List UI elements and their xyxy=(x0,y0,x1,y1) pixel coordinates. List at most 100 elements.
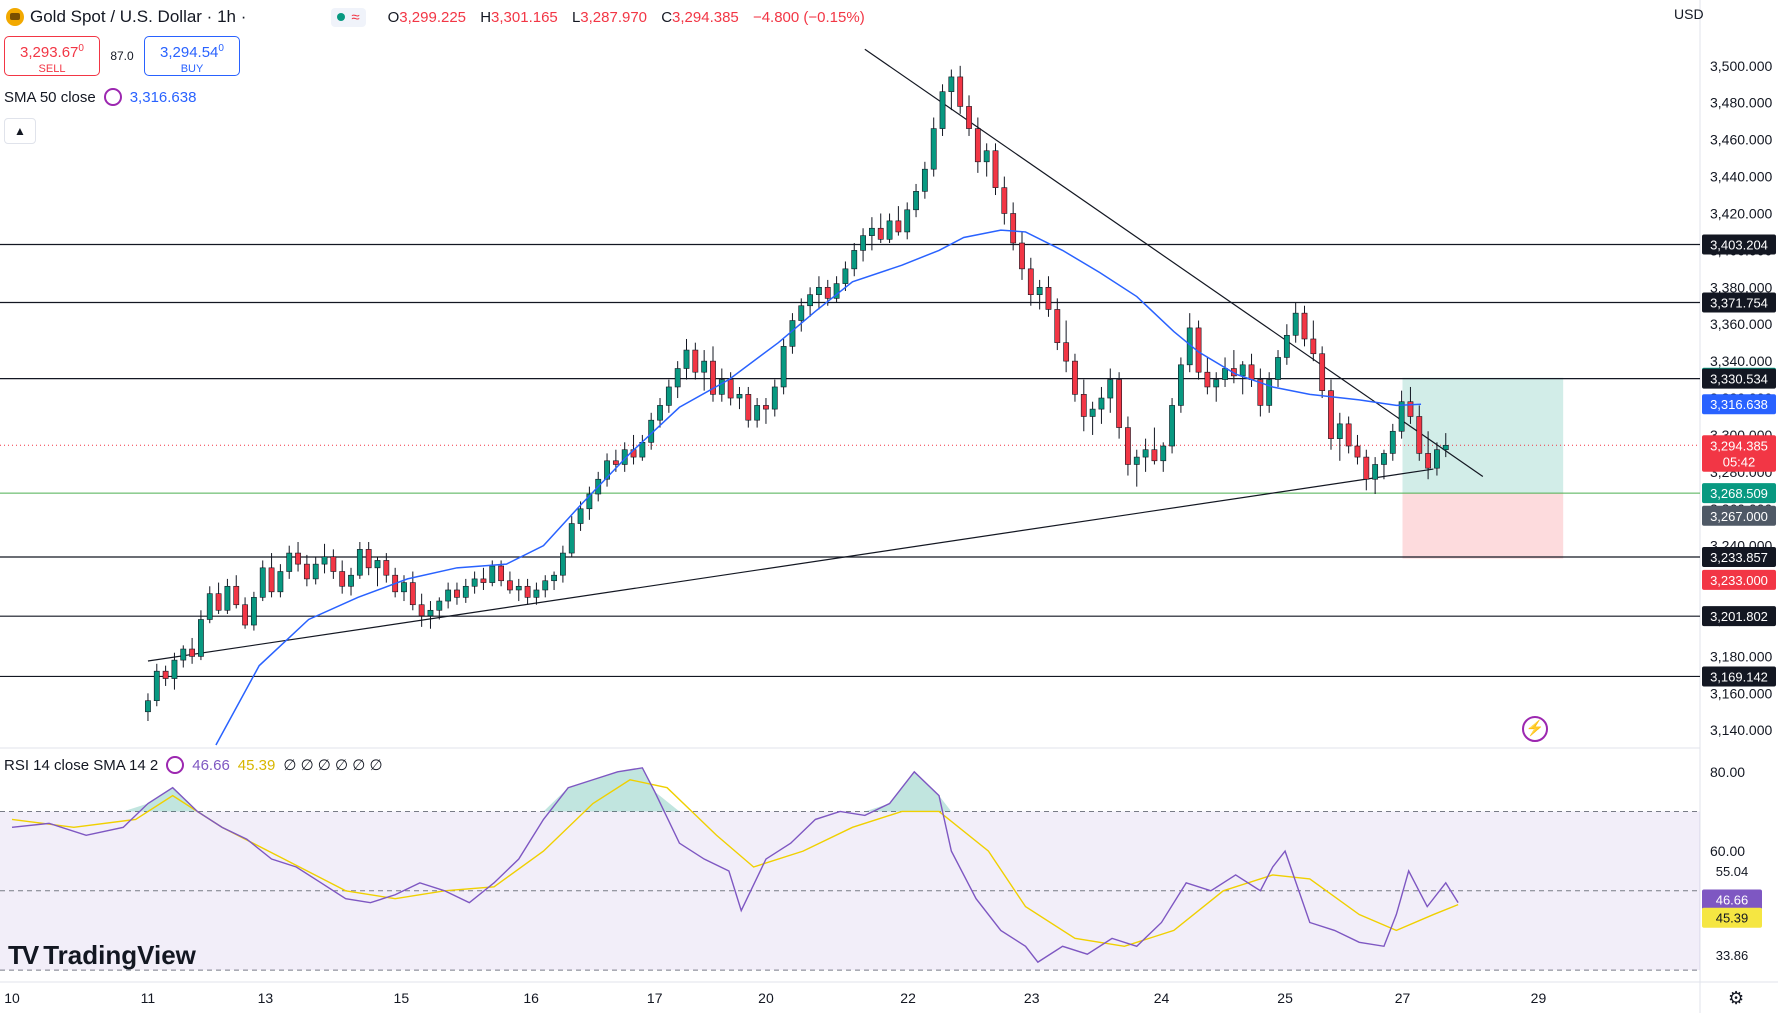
candle-body xyxy=(374,560,381,569)
price-tick-label: 3,420.000 xyxy=(1710,205,1772,221)
sell-button[interactable]: 3,293.670 SELL xyxy=(4,36,100,76)
candle-body xyxy=(842,268,849,284)
rsi-legend[interactable]: RSI 14 close SMA 14 2 46.66 45.39 ∅ ∅ ∅ … xyxy=(4,756,383,774)
candle-body xyxy=(1098,397,1105,410)
candle xyxy=(251,591,257,631)
position-stop-zone xyxy=(1402,493,1564,559)
price-level-tag-bg xyxy=(1702,435,1776,456)
candle-body xyxy=(1239,364,1246,377)
candle xyxy=(1442,433,1449,458)
candle xyxy=(427,601,434,629)
candle-body xyxy=(1072,360,1078,395)
candle xyxy=(233,575,240,609)
candle xyxy=(330,549,337,579)
time-tick-label: 24 xyxy=(1154,990,1170,1006)
currency-selector[interactable]: USD xyxy=(1674,6,1704,22)
refresh-icon[interactable] xyxy=(103,88,122,106)
candle-body xyxy=(577,508,584,524)
candle xyxy=(1160,442,1167,472)
time-tick-label: 17 xyxy=(647,990,663,1006)
candle-body xyxy=(1054,309,1061,343)
tradingview-logo[interactable]: TV TradingView xyxy=(8,940,196,971)
candle-body xyxy=(409,582,416,606)
candle-body xyxy=(153,670,160,702)
price-level-tag-bg xyxy=(1702,505,1776,526)
candle-body xyxy=(957,76,964,107)
candle-body xyxy=(727,379,734,399)
candle xyxy=(286,545,293,579)
candle xyxy=(1319,346,1326,399)
candle xyxy=(754,398,761,428)
candle-body xyxy=(701,360,708,373)
market-status[interactable]: ≈ xyxy=(331,7,366,27)
price-level-tag-text: 3,403.204 xyxy=(1710,237,1768,252)
candle-body xyxy=(436,600,443,611)
candle-body xyxy=(930,128,937,170)
change-value: −4.800 (−0.15%) xyxy=(752,8,865,26)
candle xyxy=(515,578,522,602)
candle xyxy=(780,338,787,395)
chevron-up-icon: ▲ xyxy=(14,124,26,138)
price-level-tag-text: 3,169.142 xyxy=(1710,669,1768,684)
price-level-tag-text: 3,316.638 xyxy=(1710,397,1768,412)
candle xyxy=(1292,302,1299,343)
candle-body xyxy=(1301,312,1308,340)
candle-body xyxy=(445,589,452,602)
candle xyxy=(1213,372,1220,402)
candle-body xyxy=(312,563,319,580)
rsi-overbought-fill xyxy=(12,767,1459,812)
candle-body xyxy=(1213,379,1220,388)
lightning-icon[interactable]: ⚡ xyxy=(1522,716,1548,742)
candle xyxy=(763,398,769,424)
price-level-tag-bg xyxy=(1702,394,1776,415)
buy-button[interactable]: 3,294.540 BUY xyxy=(144,36,240,76)
candle xyxy=(674,361,681,399)
candle xyxy=(1363,449,1370,491)
candle-body xyxy=(1336,423,1343,439)
gear-icon[interactable]: ⚙ xyxy=(1728,988,1745,1008)
collapse-legend-button[interactable]: ▲ xyxy=(4,118,36,144)
candle-body xyxy=(1257,379,1264,406)
candle xyxy=(533,582,540,605)
sma-value: 3,316.638 xyxy=(129,88,197,106)
candle xyxy=(710,346,716,402)
candle-body xyxy=(189,648,196,657)
rsi-refresh-icon[interactable] xyxy=(166,756,185,774)
candle xyxy=(983,143,990,177)
buy-label: BUY xyxy=(180,63,204,75)
trade-panel: 3,293.670 SELL 87.0 3,294.540 BUY xyxy=(4,36,240,76)
candle-body xyxy=(1169,405,1175,447)
rsi-marker-tag: 33.86 xyxy=(1702,944,1762,965)
candle xyxy=(692,342,699,380)
candle xyxy=(224,578,231,614)
candle-body xyxy=(1010,213,1017,244)
open-value: 3,299.225 xyxy=(399,8,467,26)
sma-legend[interactable]: SMA 50 close 3,316.638 xyxy=(4,88,196,106)
price-level-tag-text: 3,294.385 xyxy=(1710,438,1768,453)
candle xyxy=(1416,405,1423,461)
candle xyxy=(348,567,354,596)
price-level-tag: 05:42 xyxy=(1702,451,1776,472)
candle-body xyxy=(1178,364,1184,406)
candle-body xyxy=(833,283,840,299)
rsi-tick-label: 60.00 xyxy=(1710,843,1745,859)
candle-body xyxy=(1125,427,1131,465)
price-tick-label: 3,140.000 xyxy=(1710,722,1772,738)
candle-body xyxy=(233,585,240,606)
candle-body xyxy=(1222,368,1228,380)
candle xyxy=(1142,438,1149,472)
candle-body xyxy=(401,582,407,593)
candle-body xyxy=(533,589,540,598)
candle-body xyxy=(1080,394,1087,417)
rsi-marker-text: 46.66 xyxy=(1716,892,1749,907)
candle xyxy=(189,637,196,664)
candle xyxy=(586,486,593,520)
candle-body xyxy=(1416,416,1423,454)
candle xyxy=(1301,305,1308,347)
candle xyxy=(471,571,478,594)
symbol-title[interactable]: Gold Spot / U.S. Dollar · 1h · xyxy=(30,7,247,26)
low-value: 3,287.970 xyxy=(580,8,648,26)
chart-header: Gold Spot / U.S. Dollar · 1h · ≈ O3,299.… xyxy=(0,0,875,34)
candle xyxy=(921,161,928,199)
price-level-tag: 3,316.638 xyxy=(1702,394,1776,415)
